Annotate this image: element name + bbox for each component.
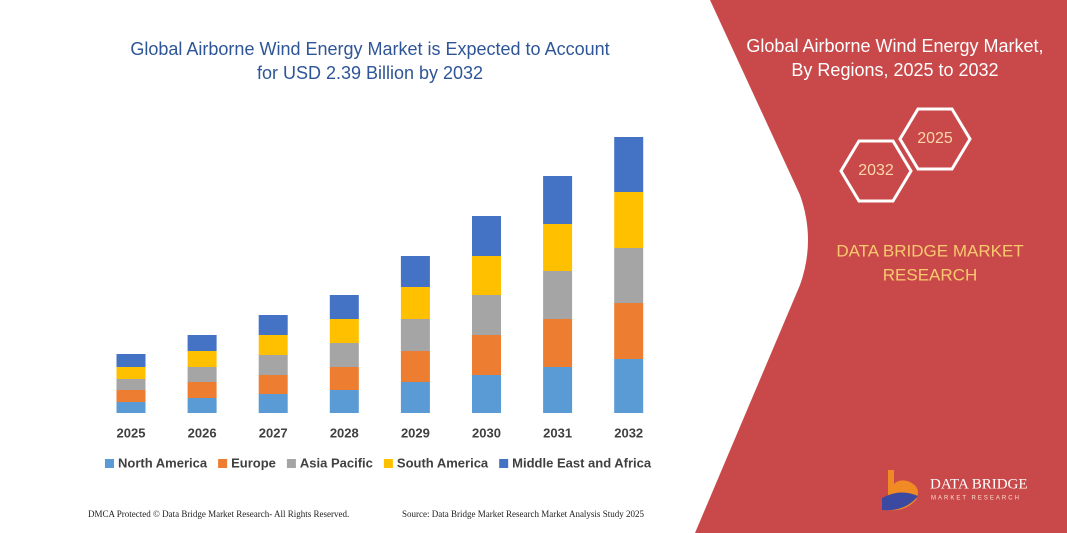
bar-segment xyxy=(400,287,430,319)
x-tick-label: 2027 xyxy=(259,425,288,440)
legend-label: North America xyxy=(118,455,208,470)
bar-segment xyxy=(472,335,501,375)
bar-segment xyxy=(258,355,288,375)
bar-segment xyxy=(400,256,430,287)
hexagon xyxy=(839,139,913,203)
chart-title: Global Airborne Wind Energy Market is Ex… xyxy=(130,39,609,59)
bar-segment xyxy=(329,343,359,367)
brand-text: DATA BRIDGE MARKET xyxy=(836,241,1023,260)
logo-name: DATA BRIDGE xyxy=(930,476,1028,492)
x-tick-label: 2031 xyxy=(543,425,572,440)
bar-segment xyxy=(400,319,430,351)
bar-segment xyxy=(258,315,288,335)
panel-title: By Regions, 2025 to 2032 xyxy=(791,60,998,80)
logo: DATA BRIDGE MARKET RESEARCH xyxy=(882,470,1028,511)
x-tick-label: 2032 xyxy=(614,425,643,440)
legend-swatch xyxy=(105,459,114,468)
bar-segment xyxy=(472,295,501,335)
bar-segment xyxy=(187,351,217,367)
x-tick-label: 2028 xyxy=(330,425,359,440)
legend-swatch xyxy=(383,459,393,468)
bar-segment xyxy=(116,354,146,367)
bar-segment xyxy=(258,394,288,413)
bar-segment xyxy=(543,367,573,413)
legend-swatch xyxy=(286,459,296,468)
bar-segment xyxy=(472,216,501,256)
footer-note: DMCA Protected © Data Bridge Market Rese… xyxy=(88,509,349,519)
bar-segment xyxy=(400,351,430,382)
bar-segment xyxy=(329,390,359,413)
brand-text: RESEARCH xyxy=(883,265,977,284)
legend-label: Europe xyxy=(231,455,276,470)
legend-label: Asia Pacific xyxy=(300,455,373,470)
bar-segment xyxy=(472,256,501,295)
bar-segment xyxy=(472,375,501,413)
bar-segment xyxy=(187,382,217,398)
bar-segment xyxy=(543,224,573,271)
x-tick-label: 2026 xyxy=(188,425,217,440)
legend-label: South America xyxy=(397,455,489,470)
hexagon-label: 2032 xyxy=(858,162,894,179)
bar-segment xyxy=(116,402,146,413)
bar-segment xyxy=(329,367,359,390)
x-tick-label: 2030 xyxy=(472,425,501,440)
bar-segment xyxy=(187,335,217,351)
bar-segment xyxy=(187,367,217,382)
x-tick-label: 2025 xyxy=(117,425,146,440)
footer-source: Source: Data Bridge Market Research Mark… xyxy=(402,509,644,519)
legend-label: Middle East and Africa xyxy=(512,455,652,470)
bar-segment xyxy=(258,335,288,355)
bar-segment xyxy=(614,248,644,303)
bar-segment xyxy=(400,382,430,413)
bar-segment xyxy=(116,367,146,379)
bar-segment xyxy=(543,176,573,224)
logo-tagline: MARKET RESEARCH xyxy=(931,496,1021,502)
x-tick-label: 2029 xyxy=(401,425,430,440)
bar-segment xyxy=(614,359,644,413)
legend-swatch xyxy=(218,459,228,468)
bar-segment xyxy=(329,319,359,343)
bar-segment xyxy=(187,398,217,413)
logo-icon xyxy=(882,492,918,511)
bar-segment xyxy=(614,192,644,248)
hexagon xyxy=(898,107,972,171)
bar-segment xyxy=(258,375,288,394)
bar-segment xyxy=(116,390,146,402)
bar-segment xyxy=(116,379,146,390)
bar-segment xyxy=(614,303,644,359)
bar-segment xyxy=(614,137,644,192)
hexagon-label: 2025 xyxy=(917,130,953,147)
bar-segment xyxy=(543,319,573,367)
bar-segment xyxy=(329,295,359,319)
chart-title: for USD 2.39 Billion by 2032 xyxy=(257,63,483,83)
bar-segment xyxy=(543,271,573,319)
panel-title: Global Airborne Wind Energy Market, xyxy=(746,36,1043,56)
legend-swatch xyxy=(499,459,509,468)
side-panel xyxy=(695,0,1067,533)
